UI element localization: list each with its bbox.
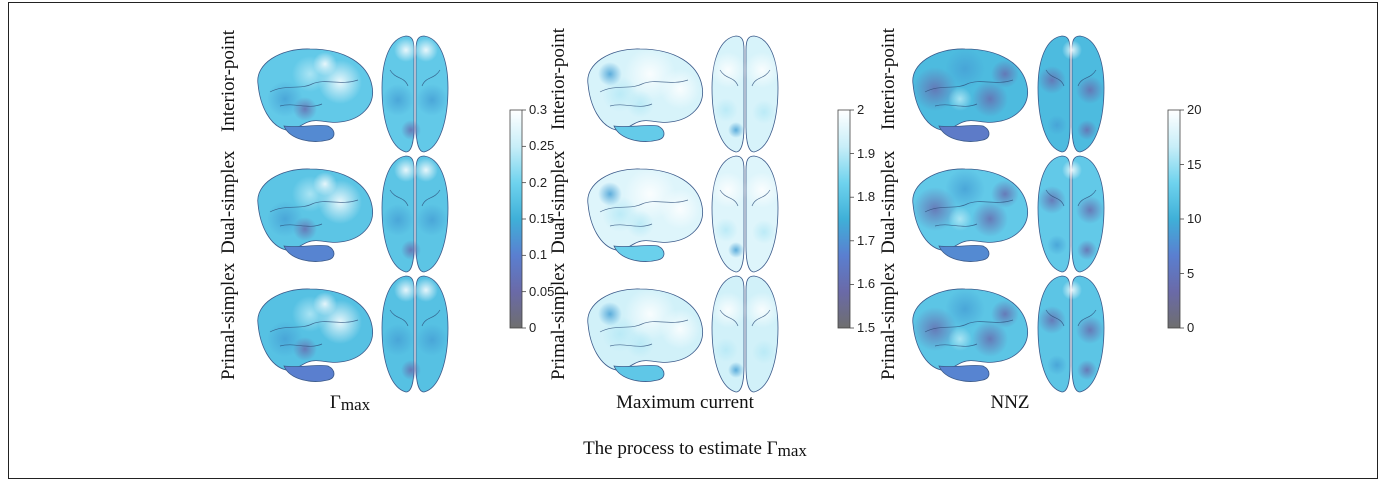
colorbar1-tick-label: 0.15 <box>529 211 555 226</box>
colorbar1-tick-label: 0.25 <box>529 138 555 154</box>
panel1-title: Γmax <box>329 392 371 414</box>
panel3-top-brain-row2 <box>1037 155 1105 273</box>
panel3-lateral-brain-row2 <box>912 168 1028 262</box>
panel2-top-brain-row1 <box>710 35 780 153</box>
panel1-top-brain-row1 <box>381 35 449 153</box>
panel2-row-label-dual-simplex: Dual-simplex <box>548 150 569 254</box>
colorbar1-tick-label: 0.1 <box>529 247 548 263</box>
colorbar3-tick-label: 0 <box>1187 320 1195 335</box>
panel3-top-brain-row1 <box>1037 35 1105 153</box>
panel3-lateral-brain-row3 <box>912 288 1028 382</box>
colorbar2-tick-label: 1.6 <box>857 276 876 292</box>
colorbar1-tick-label: 0.05 <box>529 283 555 299</box>
colorbar2-tick-label: 1.8 <box>857 189 876 205</box>
colorbar3-tick-label: 20 <box>1187 102 1202 117</box>
colorbar3-tick-label: 15 <box>1187 156 1202 172</box>
panel2-title: Maximum current <box>616 392 754 413</box>
panel1-lateral-brain-row2 <box>257 168 373 262</box>
panel2-lateral-brain-row1 <box>587 48 703 142</box>
colorbar1-tick-label: 0.2 <box>529 174 548 190</box>
panel1-top-brain-row2 <box>381 155 449 273</box>
panel1-lateral-brain-row3 <box>257 288 373 382</box>
panel1-row-label-interior-point: Interior-point <box>218 30 239 132</box>
panel3-top-brain-row3 <box>1037 275 1105 393</box>
panel1-row-label-dual-simplex: Dual-simplex <box>218 150 239 254</box>
colorbar1-tick-label: 0 <box>529 320 537 335</box>
panel3-row-label-dual-simplex: Dual-simplex <box>878 150 899 254</box>
panel2-lateral-brain-row3 <box>587 288 703 382</box>
figure-caption: The process to estimate Γmax <box>583 438 807 460</box>
panel3-row-label-interior-point: Interior-point <box>878 28 899 130</box>
panel1-lateral-brain-row1 <box>257 48 373 142</box>
colorbar2-tick-label: 1.7 <box>857 232 876 248</box>
panel2-top-brain-row3 <box>710 275 780 393</box>
colorbar3-tick-label: 5 <box>1187 265 1195 281</box>
colorbar2-tick-label: 1.5 <box>857 320 876 335</box>
colorbar2-tick-label: 1.9 <box>857 145 876 161</box>
panel2-row-label-interior-point: Interior-point <box>548 28 569 130</box>
colorbar1 <box>509 109 523 329</box>
panel3-title: NNZ <box>990 392 1030 413</box>
colorbar3-tick-label: 10 <box>1187 211 1202 226</box>
colorbar1-tick-label: 0.3 <box>529 102 548 117</box>
colorbar3 <box>1167 109 1181 329</box>
figure-frame <box>8 2 1378 479</box>
panel2-row-label-primal-simplex: Primal-simplex <box>548 262 569 380</box>
panel1-top-brain-row3 <box>381 275 449 393</box>
colorbar2 <box>837 109 851 329</box>
colorbar2-tick-label: 2 <box>857 102 865 117</box>
panel2-top-brain-row2 <box>710 155 780 273</box>
panel1-row-label-primal-simplex: Primal-simplex <box>218 262 239 380</box>
panel3-row-label-primal-simplex: Primal-simplex <box>878 262 899 380</box>
panel2-lateral-brain-row2 <box>587 168 703 262</box>
panel3-lateral-brain-row1 <box>912 48 1028 142</box>
